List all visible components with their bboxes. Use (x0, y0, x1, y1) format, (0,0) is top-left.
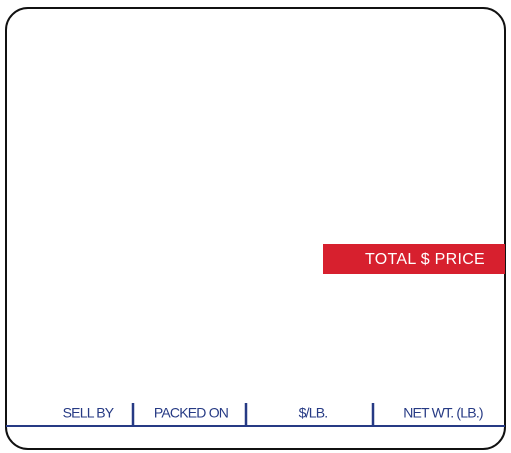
field-label: $/LB. (299, 405, 328, 421)
field-label: SELL BY (63, 405, 115, 421)
price-label: TOTAL $ PRICE (365, 251, 485, 268)
field-label: PACKED ON (154, 405, 228, 421)
price-banner (323, 244, 505, 274)
field-label: NET WT. (LB.) (403, 405, 483, 421)
label-border (5, 7, 506, 450)
